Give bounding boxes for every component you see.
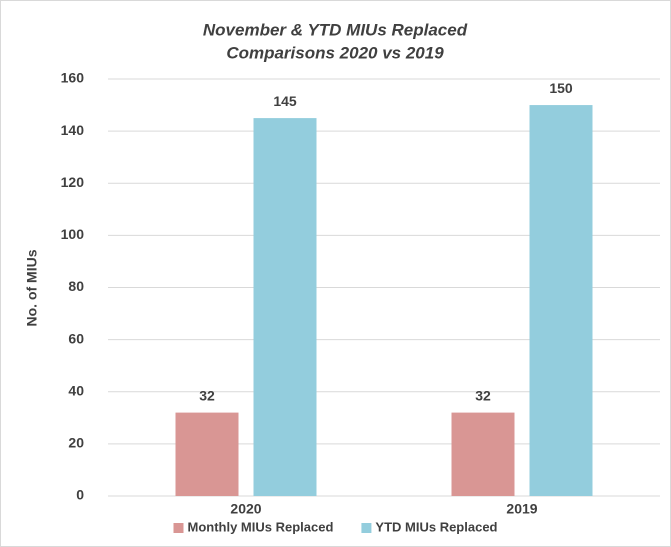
y-tick-label: 160 xyxy=(61,70,85,86)
bar xyxy=(529,105,593,496)
y-tick-label: 80 xyxy=(68,278,84,294)
legend-swatch xyxy=(173,523,184,533)
x-tick-label: 2020 xyxy=(230,501,261,517)
y-tick-label: 100 xyxy=(61,226,85,242)
data-label: 150 xyxy=(549,80,573,96)
y-tick-label: 40 xyxy=(68,382,84,398)
legend-label: YTD MIUs Replaced xyxy=(375,519,497,534)
chart-title: Comparisons 2020 vs 2019 xyxy=(226,43,444,62)
y-tick-label: 0 xyxy=(76,487,84,503)
bar xyxy=(451,412,515,496)
legend-label: Monthly MIUs Replaced xyxy=(187,519,333,534)
x-tick-label: 2019 xyxy=(506,501,537,517)
bar xyxy=(253,118,317,496)
y-tick-label: 20 xyxy=(68,435,84,451)
y-tick-label: 140 xyxy=(61,122,85,138)
legend-swatch xyxy=(361,523,372,533)
y-tick-label: 60 xyxy=(68,330,84,346)
chart-title: November & YTD MIUs Replaced xyxy=(203,20,468,39)
y-tick-label: 120 xyxy=(61,174,85,190)
y-axis-label: No. of MIUs xyxy=(24,249,40,326)
data-label: 32 xyxy=(199,387,215,403)
bar xyxy=(175,412,239,496)
data-label: 145 xyxy=(273,93,297,109)
data-label: 32 xyxy=(475,387,491,403)
